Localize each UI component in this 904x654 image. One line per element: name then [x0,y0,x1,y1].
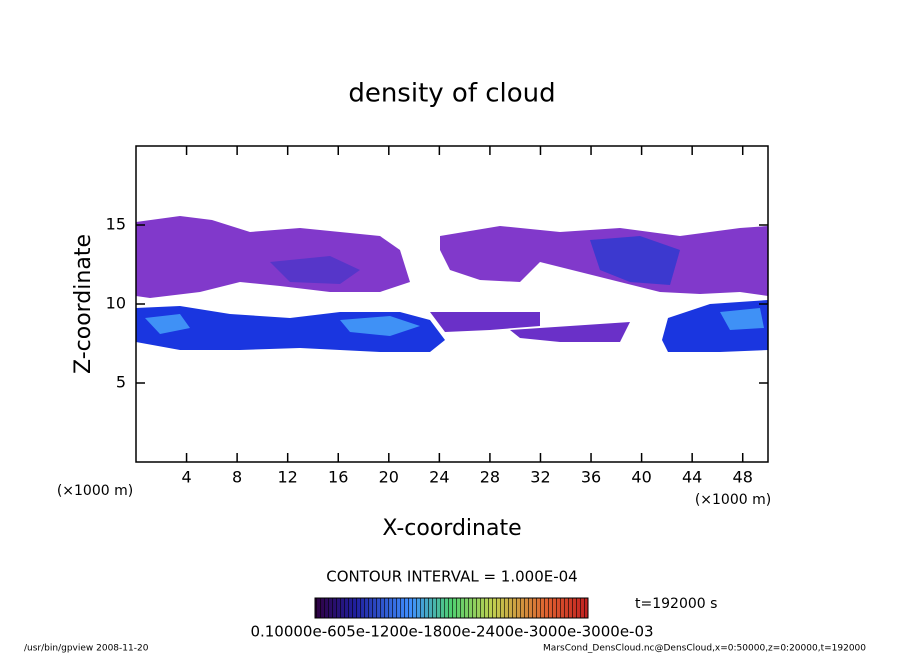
chart-title: density of cloud [348,79,555,109]
x-tick-label: 20 [379,468,399,487]
x-tick-label: 44 [682,468,702,487]
time-label: t=192000 s [635,596,717,612]
x-tick-label: 4 [181,468,191,487]
x-tick-label: 40 [631,468,651,487]
x-axis-label: X-coordinate [382,516,521,541]
x-tick-label: 48 [733,468,753,487]
x-tick-label: 16 [328,468,348,487]
colorbar-labels: 0.10000e-605e-1200e-1800e-2400e-3000e-30… [250,623,653,641]
y-tick-label: 10 [106,294,126,313]
x-tick-label: 36 [581,468,601,487]
contour-interval: CONTOUR INTERVAL = 1.000E-04 [326,568,577,586]
cloud-upper-core [270,256,360,284]
cloud-lower-mid [430,312,630,342]
x-tick-label: 32 [530,468,550,487]
y-tick-label: 15 [106,215,126,234]
cloud-upper [136,216,410,298]
footer-left: /usr/bin/gpview 2008-11-20 [24,644,149,654]
x-unit-right: (×1000 m) [695,492,771,508]
cloud-upper-core [590,236,680,285]
plot-frame [135,145,769,463]
colorbar-frame [314,597,589,619]
colorbar-lines [315,598,588,618]
footer-right: MarsCond_DensCloud.nc@DensCloud,x=0:5000… [543,644,866,654]
y-axis-label: Z-coordinate [71,234,96,374]
x-tick-label: 12 [278,468,298,487]
x-tick-label: 8 [232,468,242,487]
x-unit-left: (×1000 m) [57,483,133,499]
cloud-field [136,216,768,352]
y-tick-label: 5 [116,373,126,392]
x-tick-label: 28 [480,468,500,487]
x-tick-label: 24 [429,468,449,487]
cloud-lower [136,306,445,352]
